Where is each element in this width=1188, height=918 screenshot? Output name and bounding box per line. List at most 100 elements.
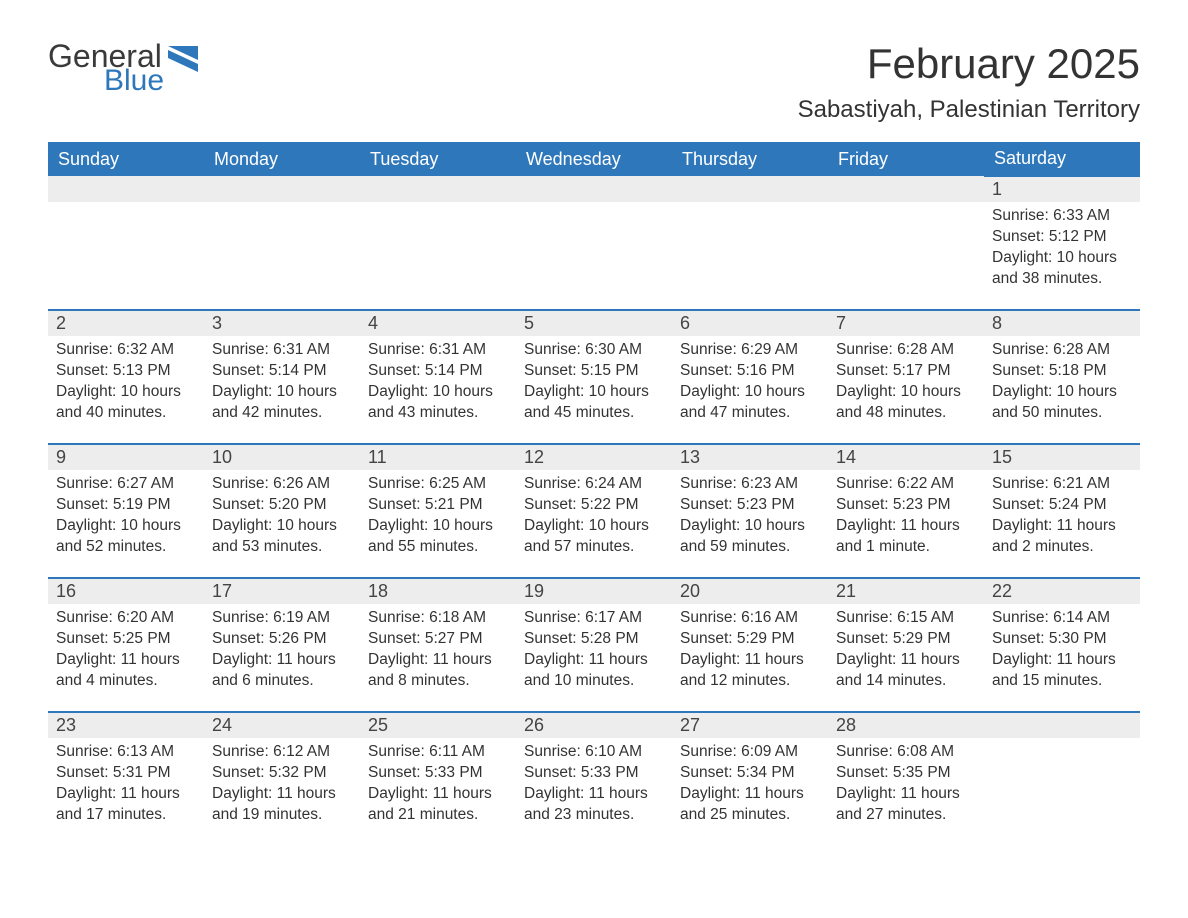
title-block: February 2025 Sabastiyah, Palestinian Te… bbox=[798, 40, 1140, 124]
day-detail-cell: Sunrise: 6:20 AMSunset: 5:25 PMDaylight:… bbox=[48, 604, 204, 712]
daylight-line: Daylight: 11 hours and 27 minutes. bbox=[836, 784, 976, 826]
sunset-line: Sunset: 5:25 PM bbox=[56, 629, 196, 650]
daylight-line: Daylight: 11 hours and 8 minutes. bbox=[368, 650, 508, 692]
sunrise-line: Sunrise: 6:16 AM bbox=[680, 608, 820, 629]
day-number-cell bbox=[516, 176, 672, 202]
daylight-line: Daylight: 11 hours and 19 minutes. bbox=[212, 784, 352, 826]
day-number-cell bbox=[984, 712, 1140, 738]
daynum-row: 1 bbox=[48, 176, 1140, 202]
day-detail-cell: Sunrise: 6:11 AMSunset: 5:33 PMDaylight:… bbox=[360, 738, 516, 846]
sunset-line: Sunset: 5:13 PM bbox=[56, 361, 196, 382]
sunrise-line: Sunrise: 6:24 AM bbox=[524, 474, 664, 495]
sunrise-line: Sunrise: 6:20 AM bbox=[56, 608, 196, 629]
sunset-line: Sunset: 5:28 PM bbox=[524, 629, 664, 650]
daylight-line: Daylight: 10 hours and 38 minutes. bbox=[992, 248, 1132, 290]
day-number-cell: 25 bbox=[360, 712, 516, 738]
day-detail-cell: Sunrise: 6:29 AMSunset: 5:16 PMDaylight:… bbox=[672, 336, 828, 444]
day-number-cell: 28 bbox=[828, 712, 984, 738]
day-detail-cell: Sunrise: 6:18 AMSunset: 5:27 PMDaylight:… bbox=[360, 604, 516, 712]
sunrise-line: Sunrise: 6:18 AM bbox=[368, 608, 508, 629]
sunrise-line: Sunrise: 6:23 AM bbox=[680, 474, 820, 495]
sunrise-line: Sunrise: 6:14 AM bbox=[992, 608, 1132, 629]
weekday-header: Monday bbox=[204, 142, 360, 176]
daylight-line: Daylight: 11 hours and 2 minutes. bbox=[992, 516, 1132, 558]
day-number-cell: 22 bbox=[984, 578, 1140, 604]
daynum-row: 9101112131415 bbox=[48, 444, 1140, 470]
day-detail-cell: Sunrise: 6:33 AMSunset: 5:12 PMDaylight:… bbox=[984, 202, 1140, 310]
day-detail-cell: Sunrise: 6:24 AMSunset: 5:22 PMDaylight:… bbox=[516, 470, 672, 578]
daylight-line: Daylight: 10 hours and 45 minutes. bbox=[524, 382, 664, 424]
month-title: February 2025 bbox=[798, 40, 1140, 88]
day-detail-cell: Sunrise: 6:30 AMSunset: 5:15 PMDaylight:… bbox=[516, 336, 672, 444]
day-number-cell: 8 bbox=[984, 310, 1140, 336]
sunset-line: Sunset: 5:26 PM bbox=[212, 629, 352, 650]
day-detail-cell bbox=[984, 738, 1140, 846]
daylight-line: Daylight: 11 hours and 10 minutes. bbox=[524, 650, 664, 692]
location: Sabastiyah, Palestinian Territory bbox=[798, 96, 1140, 124]
sunset-line: Sunset: 5:23 PM bbox=[680, 495, 820, 516]
sunset-line: Sunset: 5:21 PM bbox=[368, 495, 508, 516]
day-number-cell: 4 bbox=[360, 310, 516, 336]
day-detail-cell bbox=[672, 202, 828, 310]
daylight-line: Daylight: 10 hours and 43 minutes. bbox=[368, 382, 508, 424]
logo-word-blue: Blue bbox=[104, 66, 164, 96]
day-number-cell bbox=[672, 176, 828, 202]
day-detail-cell bbox=[828, 202, 984, 310]
sunset-line: Sunset: 5:35 PM bbox=[836, 763, 976, 784]
sunrise-line: Sunrise: 6:12 AM bbox=[212, 742, 352, 763]
daylight-line: Daylight: 11 hours and 21 minutes. bbox=[368, 784, 508, 826]
daylight-line: Daylight: 10 hours and 47 minutes. bbox=[680, 382, 820, 424]
day-detail-cell: Sunrise: 6:21 AMSunset: 5:24 PMDaylight:… bbox=[984, 470, 1140, 578]
detail-row: Sunrise: 6:33 AMSunset: 5:12 PMDaylight:… bbox=[48, 202, 1140, 310]
daylight-line: Daylight: 10 hours and 40 minutes. bbox=[56, 382, 196, 424]
day-number-cell: 18 bbox=[360, 578, 516, 604]
day-number-cell: 7 bbox=[828, 310, 984, 336]
day-number-cell bbox=[204, 176, 360, 202]
day-number-cell: 15 bbox=[984, 444, 1140, 470]
sunset-line: Sunset: 5:31 PM bbox=[56, 763, 196, 784]
day-detail-cell: Sunrise: 6:14 AMSunset: 5:30 PMDaylight:… bbox=[984, 604, 1140, 712]
day-number-cell: 3 bbox=[204, 310, 360, 336]
day-detail-cell: Sunrise: 6:15 AMSunset: 5:29 PMDaylight:… bbox=[828, 604, 984, 712]
weekday-header: Thursday bbox=[672, 142, 828, 176]
day-detail-cell: Sunrise: 6:22 AMSunset: 5:23 PMDaylight:… bbox=[828, 470, 984, 578]
day-number-cell: 1 bbox=[984, 176, 1140, 202]
day-number-cell bbox=[48, 176, 204, 202]
daylight-line: Daylight: 11 hours and 15 minutes. bbox=[992, 650, 1132, 692]
sunset-line: Sunset: 5:32 PM bbox=[212, 763, 352, 784]
daynum-row: 16171819202122 bbox=[48, 578, 1140, 604]
sunrise-line: Sunrise: 6:10 AM bbox=[524, 742, 664, 763]
day-detail-cell: Sunrise: 6:31 AMSunset: 5:14 PMDaylight:… bbox=[360, 336, 516, 444]
day-number-cell: 26 bbox=[516, 712, 672, 738]
day-detail-cell: Sunrise: 6:25 AMSunset: 5:21 PMDaylight:… bbox=[360, 470, 516, 578]
day-detail-cell: Sunrise: 6:28 AMSunset: 5:18 PMDaylight:… bbox=[984, 336, 1140, 444]
daylight-line: Daylight: 10 hours and 42 minutes. bbox=[212, 382, 352, 424]
day-number-cell: 24 bbox=[204, 712, 360, 738]
sunrise-line: Sunrise: 6:17 AM bbox=[524, 608, 664, 629]
day-number-cell bbox=[360, 176, 516, 202]
day-number-cell: 9 bbox=[48, 444, 204, 470]
sunrise-line: Sunrise: 6:13 AM bbox=[56, 742, 196, 763]
day-detail-cell: Sunrise: 6:09 AMSunset: 5:34 PMDaylight:… bbox=[672, 738, 828, 846]
sunset-line: Sunset: 5:14 PM bbox=[212, 361, 352, 382]
day-number-cell: 13 bbox=[672, 444, 828, 470]
sunset-line: Sunset: 5:23 PM bbox=[836, 495, 976, 516]
daylight-line: Daylight: 11 hours and 1 minute. bbox=[836, 516, 976, 558]
sunset-line: Sunset: 5:24 PM bbox=[992, 495, 1132, 516]
weekday-header: Saturday bbox=[984, 142, 1140, 176]
day-detail-cell: Sunrise: 6:13 AMSunset: 5:31 PMDaylight:… bbox=[48, 738, 204, 846]
day-detail-cell: Sunrise: 6:17 AMSunset: 5:28 PMDaylight:… bbox=[516, 604, 672, 712]
sunrise-line: Sunrise: 6:31 AM bbox=[368, 340, 508, 361]
sunset-line: Sunset: 5:29 PM bbox=[836, 629, 976, 650]
sunrise-line: Sunrise: 6:22 AM bbox=[836, 474, 976, 495]
sunrise-line: Sunrise: 6:29 AM bbox=[680, 340, 820, 361]
sunset-line: Sunset: 5:15 PM bbox=[524, 361, 664, 382]
sunrise-line: Sunrise: 6:26 AM bbox=[212, 474, 352, 495]
calendar-table: Sunday Monday Tuesday Wednesday Thursday… bbox=[48, 142, 1140, 846]
sunset-line: Sunset: 5:27 PM bbox=[368, 629, 508, 650]
sunset-line: Sunset: 5:20 PM bbox=[212, 495, 352, 516]
sunrise-line: Sunrise: 6:32 AM bbox=[56, 340, 196, 361]
day-detail-cell: Sunrise: 6:10 AMSunset: 5:33 PMDaylight:… bbox=[516, 738, 672, 846]
day-number-cell: 17 bbox=[204, 578, 360, 604]
daylight-line: Daylight: 11 hours and 25 minutes. bbox=[680, 784, 820, 826]
